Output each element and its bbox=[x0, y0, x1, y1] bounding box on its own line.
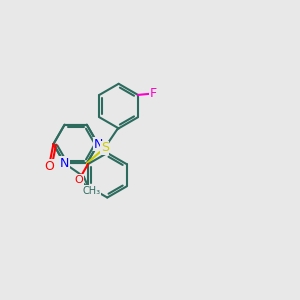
Text: S: S bbox=[101, 141, 109, 154]
Text: F: F bbox=[150, 87, 157, 100]
Text: N: N bbox=[93, 138, 103, 151]
Text: O: O bbox=[75, 175, 83, 184]
Text: N: N bbox=[60, 157, 69, 170]
Text: O: O bbox=[44, 160, 54, 173]
Text: CH₃: CH₃ bbox=[82, 186, 100, 196]
